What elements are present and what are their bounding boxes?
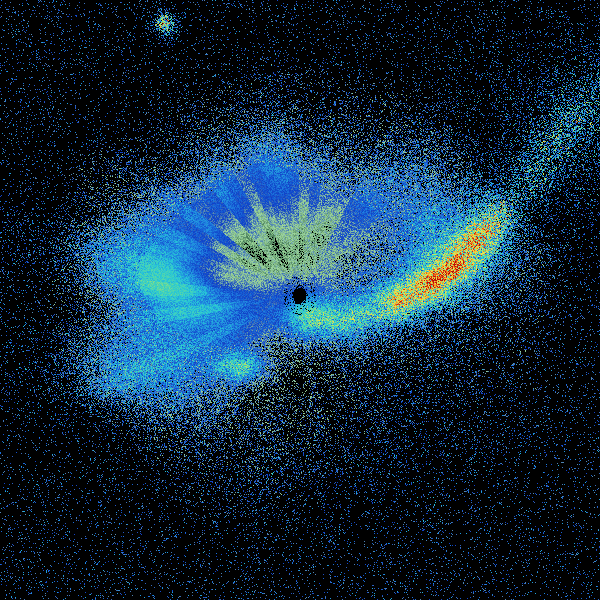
false-colour-sky-image [0, 0, 600, 600]
astronomical-image-viewport: False-colour astronomical image of a jet… [0, 0, 600, 600]
